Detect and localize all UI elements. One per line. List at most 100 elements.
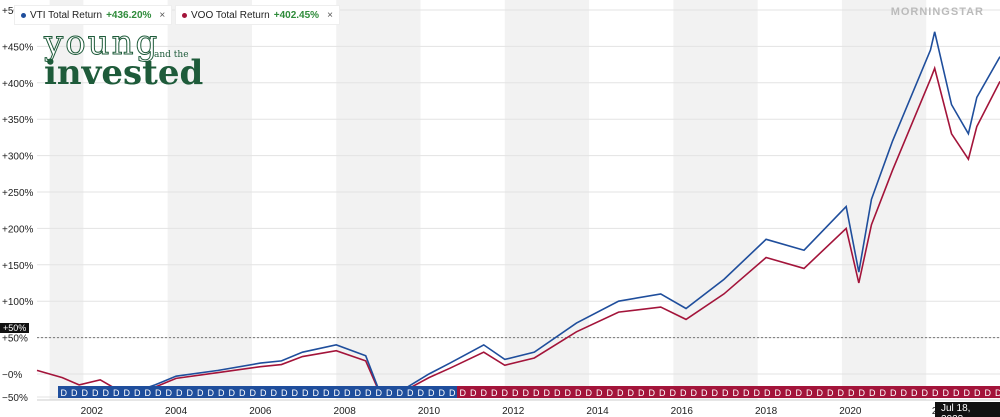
dividend-marker: [257, 386, 268, 398]
dividend-marker: [793, 386, 804, 398]
dividend-marker-label: D: [775, 388, 782, 398]
background-band: [49, 0, 84, 400]
background-band: [336, 0, 421, 400]
dividend-marker: [467, 386, 478, 398]
dividend-marker-label: D: [491, 388, 498, 398]
dividend-marker: [530, 386, 541, 398]
dividend-marker: [814, 386, 825, 398]
dividend-marker: [320, 386, 331, 398]
dividend-marker: [184, 386, 195, 398]
close-icon[interactable]: ×: [327, 9, 333, 21]
x-tick-label: 2: [932, 406, 938, 417]
dividend-marker: [383, 386, 394, 398]
legend-voo-value: +402.45%: [273, 9, 320, 21]
dividend-marker: [898, 386, 909, 398]
dividend-marker-label: D: [376, 388, 383, 398]
dividend-marker: [373, 386, 384, 398]
x-tick-label: 2002: [81, 406, 104, 417]
dividend-marker-label: D: [901, 388, 908, 398]
dividend-marker: [751, 386, 762, 398]
dividend-marker-label: D: [208, 388, 215, 398]
dividend-marker: [961, 386, 972, 398]
dividend-marker: [667, 386, 678, 398]
reference-label: +50%: [0, 323, 30, 333]
dividend-marker: [142, 386, 153, 398]
dividend-marker-label: D: [617, 388, 624, 398]
x-tick-label: 2014: [586, 406, 609, 417]
dividend-marker-label: D: [628, 388, 635, 398]
dividend-marker-label: D: [397, 388, 404, 398]
dividend-marker-label: D: [932, 388, 939, 398]
voo-dot: [182, 12, 187, 18]
dividend-marker: [992, 386, 1000, 398]
dividend-marker: [226, 386, 237, 398]
watermark-logo: young and the invested: [43, 23, 204, 93]
dividend-marker: [425, 386, 436, 398]
dividend-marker-label: D: [323, 388, 330, 398]
y-tick-label: +350%: [2, 115, 34, 126]
dividend-marker: [845, 386, 856, 398]
dividend-marker: [940, 386, 951, 398]
logo-young: young: [43, 23, 160, 63]
dividend-marker: [415, 386, 426, 398]
dividend-marker-label: D: [554, 388, 561, 398]
y-tick-label: +100%: [2, 297, 34, 308]
dividend-marker: [982, 386, 993, 398]
dividend-marker: [541, 386, 552, 398]
dividend-marker-label: D: [260, 388, 267, 398]
dividend-marker-label: D: [754, 388, 761, 398]
dividend-marker: [593, 386, 604, 398]
dividend-marker-label: D: [985, 388, 992, 398]
dividend-marker-label: D: [407, 388, 414, 398]
x-tick-label: 2004: [165, 406, 188, 417]
dividend-marker-label: D: [481, 388, 488, 398]
dividend-marker: [58, 386, 69, 398]
dividend-marker: [205, 386, 216, 398]
dividend-marker: [688, 386, 699, 398]
dividend-marker: [656, 386, 667, 398]
dividend-marker: [782, 386, 793, 398]
dividend-marker-label: D: [386, 388, 393, 398]
dividend-marker: [278, 386, 289, 398]
dividend-marker-label: D: [943, 388, 950, 398]
dividend-marker-label: D: [103, 388, 110, 398]
dividend-marker: [341, 386, 352, 398]
dividend-marker-label: D: [953, 388, 960, 398]
series-line-voo: [36, 65, 1000, 397]
dividend-marker-label: D: [113, 388, 120, 398]
close-icon[interactable]: ×: [159, 9, 166, 21]
dividend-marker: [709, 386, 720, 398]
dividend-marker-label: D: [134, 388, 141, 398]
y-tick-label: −0%: [2, 370, 22, 381]
dividend-marker: [509, 386, 520, 398]
dividend-marker: [488, 386, 499, 398]
dividend-marker-label: D: [313, 388, 320, 398]
dividend-marker-label: D: [764, 388, 771, 398]
dividend-marker: [877, 386, 888, 398]
dividend-marker: [908, 386, 919, 398]
dividend-marker: [499, 386, 510, 398]
dividend-marker-label: D: [155, 388, 162, 398]
dividend-marker-label: D: [449, 388, 456, 398]
legend-vti[interactable]: VTI Total Return +436.20% ×: [14, 5, 173, 25]
dividend-marker-label: D: [911, 388, 918, 398]
dividend-marker: [824, 386, 835, 398]
x-tick-label: 2008: [334, 406, 357, 417]
series-line-vti: [133, 31, 1000, 396]
dividend-marker-label: D: [523, 388, 530, 398]
dividend-marker: [68, 386, 79, 398]
legend-voo[interactable]: VOO Total Return +402.45% ×: [175, 5, 340, 25]
dividend-marker: [436, 386, 447, 398]
dividend-marker-label: D: [890, 388, 897, 398]
dividend-marker-label: D: [848, 388, 855, 398]
dividend-marker: [79, 386, 90, 398]
x-tick-label: 2010: [418, 406, 441, 417]
dividend-marker: [89, 386, 100, 398]
dividend-marker: [719, 386, 730, 398]
x-tick-label: 2006: [249, 406, 272, 417]
logo-invested: invested: [44, 53, 204, 93]
dividend-marker-label: D: [733, 388, 740, 398]
y-tick-label: −50%: [2, 393, 28, 404]
